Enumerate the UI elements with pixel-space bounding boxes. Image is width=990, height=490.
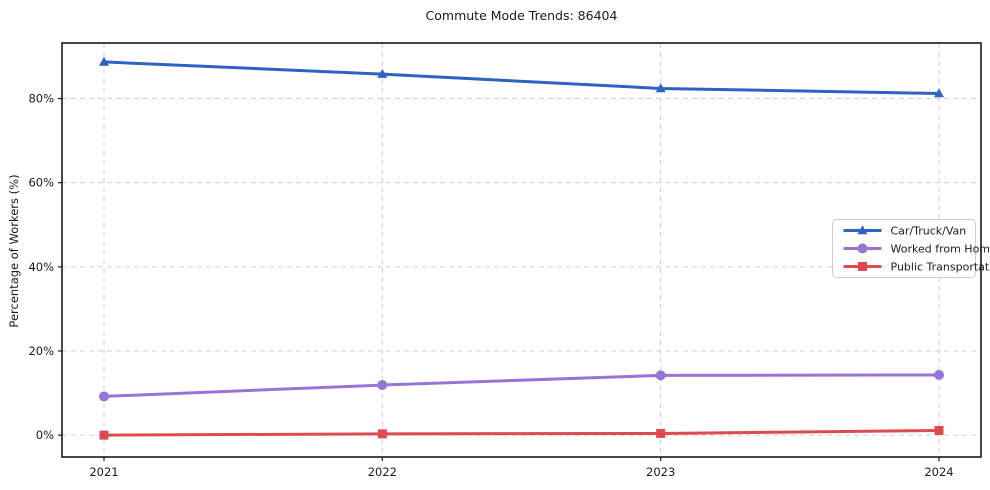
triangle-marker [98,56,109,66]
chart-title: Commute Mode Trends: 86404 [425,8,618,23]
x-tick-label: 2024 [924,465,953,479]
circle-marker [377,380,388,391]
triangle-marker [857,225,868,235]
circle-marker [98,391,109,402]
legend-item: Car/Truck/Van [843,225,967,238]
legend: Car/Truck/Van Worked from Home Public Tran… [832,219,990,278]
y-tick-label: 20% [28,344,54,358]
square-marker [656,428,666,438]
series-car-truck-van [98,56,945,98]
series-line [102,428,941,437]
triangle-marker [655,83,666,93]
y-tick-label: 40% [28,260,54,274]
x-tick-label: 2021 [89,465,118,479]
axes: 0% 20% 40% 60% 80% 2021 2022 2023 2024 [28,42,982,479]
plot-border [61,42,982,458]
legend-item: Public Transportation [843,261,990,274]
y-tick-label: 80% [28,92,54,106]
circle-marker [857,243,868,254]
legend-label: Worked from Home [891,243,990,256]
y-tick-label: 60% [28,176,54,190]
square-marker [99,430,109,440]
square-marker [377,429,387,439]
triangle-marker [377,68,388,78]
x-tick-label: 2023 [646,465,675,479]
legend-label: Car/Truck/Van [891,225,967,238]
triangle-marker [934,88,945,98]
legend-box [832,219,976,278]
series-line [102,373,941,398]
y-tick-label: 0% [36,428,54,442]
legend-item: Worked from Home [843,243,990,256]
circle-marker [655,370,666,381]
circle-marker [934,369,945,380]
series-worked-from-home [98,369,945,402]
square-marker [934,425,944,435]
series-public-transportation [99,425,944,440]
legend-label: Public Transportation [891,261,990,274]
x-tick-label: 2022 [368,465,397,479]
square-marker [858,262,867,271]
series-line [102,60,941,95]
